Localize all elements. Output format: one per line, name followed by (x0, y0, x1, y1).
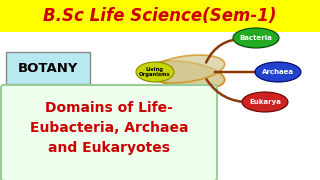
FancyBboxPatch shape (6, 52, 90, 84)
Text: Domains of Life-: Domains of Life- (45, 101, 173, 115)
Text: and Eukaryotes: and Eukaryotes (48, 141, 170, 155)
Text: BOTANY: BOTANY (18, 62, 78, 75)
Text: Living
Organisms: Living Organisms (139, 67, 171, 77)
Text: Eubacteria, Archaea: Eubacteria, Archaea (30, 121, 188, 135)
Text: Archaea: Archaea (262, 69, 294, 75)
FancyBboxPatch shape (1, 85, 217, 180)
Text: B.Sc Life Science(Sem-1): B.Sc Life Science(Sem-1) (43, 7, 277, 25)
Ellipse shape (242, 92, 288, 112)
Ellipse shape (147, 61, 225, 89)
Ellipse shape (136, 62, 174, 82)
FancyBboxPatch shape (0, 0, 320, 32)
Ellipse shape (233, 28, 279, 48)
Ellipse shape (147, 55, 225, 83)
Ellipse shape (255, 62, 301, 82)
Text: Bacteria: Bacteria (240, 35, 272, 41)
Text: Eukarya: Eukarya (249, 99, 281, 105)
